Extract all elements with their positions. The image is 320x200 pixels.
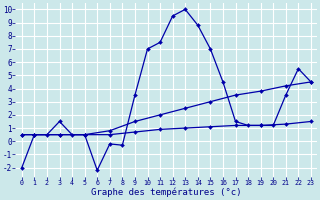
X-axis label: Graphe des températures (°c): Graphe des températures (°c) [91,188,242,197]
